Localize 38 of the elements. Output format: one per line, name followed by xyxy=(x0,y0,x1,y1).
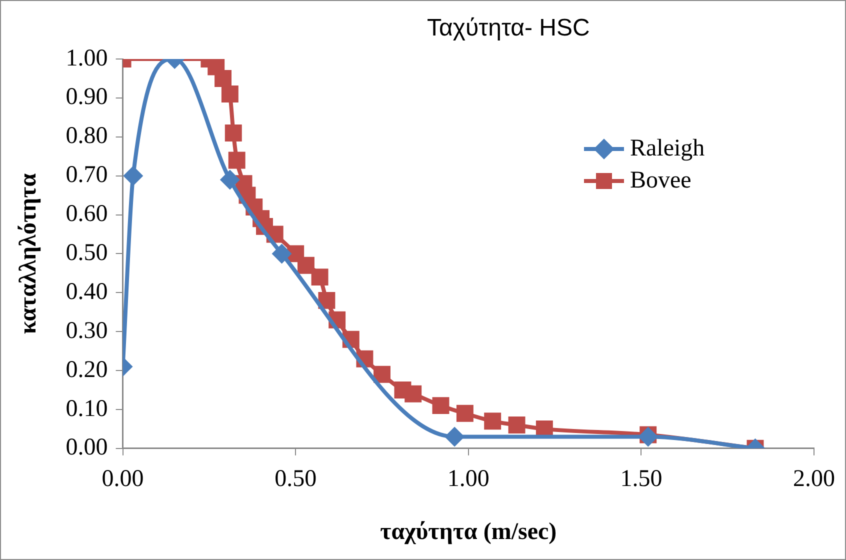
point xyxy=(404,385,422,402)
point xyxy=(228,152,246,169)
y-tick-label: 0.20 xyxy=(66,356,108,383)
point xyxy=(221,86,238,103)
y-tick-label: 0.50 xyxy=(66,240,108,266)
point xyxy=(272,244,292,264)
point xyxy=(638,426,658,447)
x-tick-label: 0.00 xyxy=(102,466,144,492)
point xyxy=(123,166,144,186)
legend-label: Bovee xyxy=(630,167,692,194)
point xyxy=(220,170,240,190)
y-axis-title: καταλληλότητα xyxy=(16,172,42,334)
y-tick-label: 0.80 xyxy=(66,123,108,150)
x-tick-label: 1.50 xyxy=(620,466,662,492)
legend-label: Raleigh xyxy=(630,135,705,162)
point xyxy=(432,397,450,414)
y-tick-label: 0.70 xyxy=(66,162,108,188)
point xyxy=(456,404,474,422)
x-tick-label: 1.00 xyxy=(447,466,490,492)
point xyxy=(297,256,314,274)
x-tick-label: 2.00 xyxy=(793,466,835,492)
y-tick-label: 0.30 xyxy=(66,318,108,344)
point xyxy=(311,268,328,286)
y-tick-label: 0.90 xyxy=(66,84,108,110)
x-axis-title: ταχύτητα (m/sec) xyxy=(380,518,557,545)
point xyxy=(224,124,242,142)
y-tick-label: 0.10 xyxy=(66,396,108,422)
y-tick-label: 0.40 xyxy=(66,278,108,305)
point xyxy=(508,416,526,434)
y-tick-label: 1.00 xyxy=(66,45,108,72)
point xyxy=(484,412,502,430)
point xyxy=(374,366,390,383)
x-tick-label: 0.50 xyxy=(274,466,317,492)
point xyxy=(214,70,232,87)
chart-title: Ταχύτητα- HSC xyxy=(427,14,590,42)
y-tick-label: 0.60 xyxy=(66,201,108,228)
point xyxy=(444,426,465,447)
y-tick-label: 0.00 xyxy=(66,434,108,461)
